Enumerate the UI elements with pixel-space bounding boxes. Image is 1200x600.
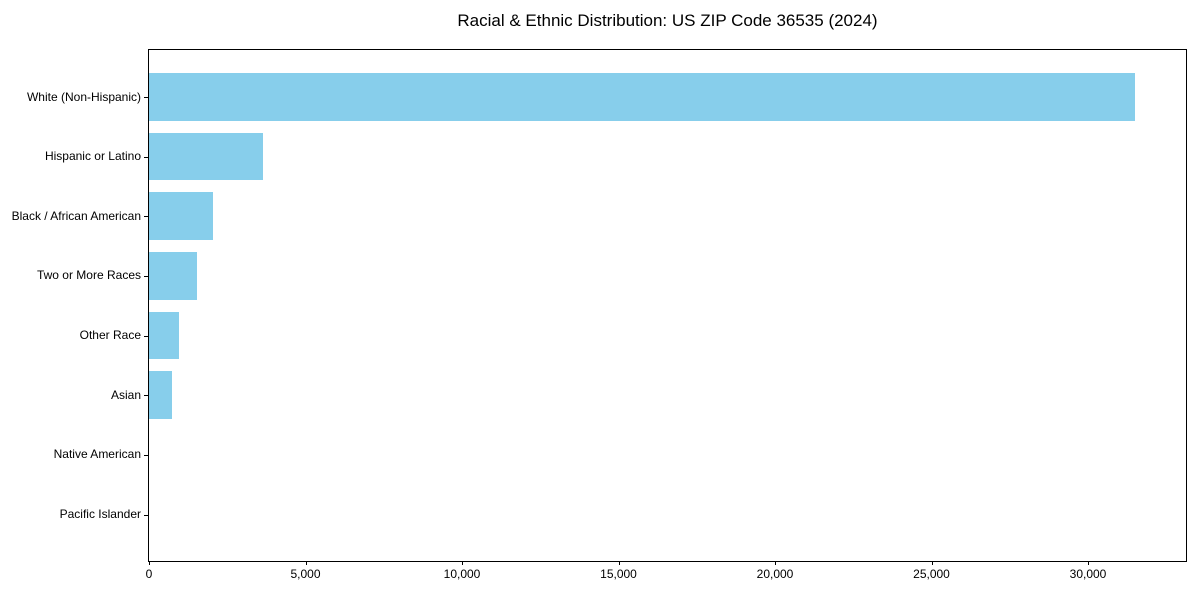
bar-white-non-hispanic bbox=[149, 73, 1135, 121]
x-tick-label: 15,000 bbox=[600, 567, 637, 581]
y-tick-label: Black / African American bbox=[11, 208, 141, 223]
x-tick-label: 20,000 bbox=[756, 567, 794, 581]
bar-two-or-more-races bbox=[149, 252, 197, 300]
y-tick-label: Asian bbox=[110, 387, 141, 402]
y-tick-mark bbox=[144, 454, 148, 456]
y-tick-label: Native American bbox=[53, 447, 141, 462]
plot-area bbox=[148, 49, 1187, 562]
x-tick-label: 30,000 bbox=[1069, 567, 1107, 581]
x-tick-mark bbox=[149, 561, 150, 565]
x-tick-label: 5,000 bbox=[290, 567, 321, 581]
x-tick-mark bbox=[305, 561, 307, 565]
y-tick-mark bbox=[144, 156, 148, 158]
bar-black-african-american bbox=[149, 192, 214, 241]
y-tick-label: Other Race bbox=[79, 328, 141, 343]
x-tick-label: 25,000 bbox=[913, 567, 950, 581]
x-tick-label: 10,000 bbox=[443, 567, 481, 581]
x-tick-mark bbox=[1088, 561, 1090, 565]
y-tick-mark bbox=[144, 275, 148, 277]
x-tick-mark bbox=[931, 561, 933, 565]
y-tick-label: Pacific Islander bbox=[59, 507, 141, 522]
chart-title: Racial & Ethnic Distribution: US ZIP Cod… bbox=[457, 11, 878, 30]
y-tick-mark bbox=[144, 514, 148, 516]
bar-other-race bbox=[149, 311, 180, 360]
y-tick-mark bbox=[144, 216, 148, 218]
y-tick-label: White (Non-Hispanic) bbox=[26, 89, 141, 104]
x-tick-mark bbox=[618, 561, 620, 565]
bar-asian bbox=[149, 371, 173, 420]
x-tick-label: 0 bbox=[145, 567, 153, 581]
y-tick-mark bbox=[144, 395, 148, 397]
x-tick-mark bbox=[775, 561, 777, 565]
y-tick-label: Hispanic or Latino bbox=[44, 149, 141, 164]
y-tick-mark bbox=[144, 335, 148, 337]
y-tick-mark bbox=[144, 97, 148, 98]
bar-hispanic-or-latino bbox=[149, 132, 264, 181]
x-tick-mark bbox=[462, 561, 463, 565]
y-tick-label: Two or More Races bbox=[36, 268, 141, 283]
